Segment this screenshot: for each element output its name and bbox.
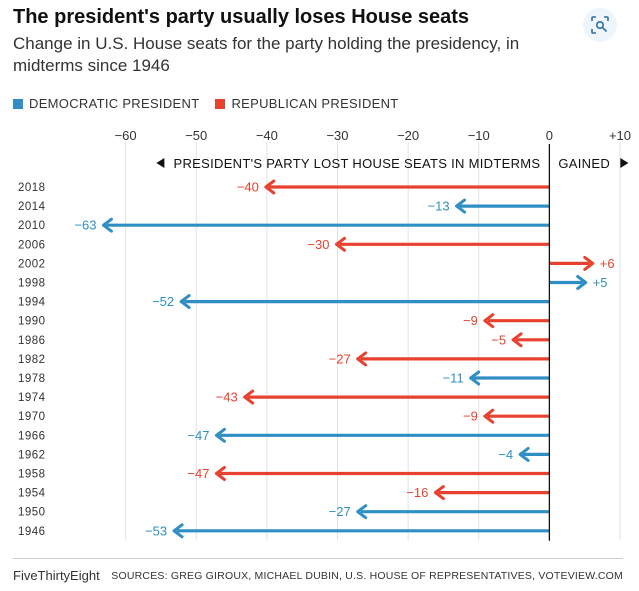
legend: DEMOCRATIC PRESIDENT REPUBLICAN PRESIDEN… bbox=[13, 96, 399, 111]
year-label: 2014 bbox=[18, 201, 46, 213]
year-label: 1958 bbox=[18, 469, 46, 481]
arrow-head bbox=[335, 236, 346, 252]
value-label: −47 bbox=[187, 466, 209, 481]
year-label: 1990 bbox=[18, 316, 46, 328]
year-label: 1974 bbox=[18, 392, 46, 404]
legend-swatch-democratic bbox=[13, 98, 23, 109]
value-label: +6 bbox=[600, 256, 615, 271]
arrow-head bbox=[172, 523, 184, 539]
value-label: −5 bbox=[491, 332, 506, 347]
x-tick-label: −10 bbox=[468, 128, 490, 143]
gained-direction-label: GAINED bbox=[558, 156, 610, 171]
value-label: −16 bbox=[406, 485, 428, 500]
year-label: 1970 bbox=[18, 411, 46, 423]
footer-divider bbox=[13, 558, 623, 559]
arrow-head bbox=[518, 446, 530, 462]
year-label: 2010 bbox=[18, 220, 46, 232]
x-tick-label: +10 bbox=[609, 128, 631, 143]
year-label: 1946 bbox=[18, 526, 46, 538]
value-label: −27 bbox=[329, 504, 351, 519]
year-label: 1954 bbox=[18, 488, 46, 500]
value-label: −9 bbox=[463, 409, 478, 424]
value-label: −40 bbox=[237, 180, 259, 195]
value-label: −43 bbox=[216, 390, 238, 405]
year-label: 1982 bbox=[18, 354, 46, 366]
value-label: −53 bbox=[145, 523, 167, 538]
chart-title: The president's party usually loses Hous… bbox=[13, 6, 470, 28]
x-tick-label: −50 bbox=[185, 128, 207, 143]
x-tick-label: 0 bbox=[546, 128, 553, 143]
arrow-head bbox=[483, 408, 495, 424]
value-label: −52 bbox=[152, 294, 174, 309]
arrow-head bbox=[455, 198, 467, 214]
arrow-head bbox=[264, 179, 276, 195]
year-label: 1962 bbox=[18, 449, 46, 461]
lens-search-button[interactable] bbox=[583, 8, 617, 42]
x-tick-label: −30 bbox=[326, 128, 348, 143]
year-label: 1998 bbox=[18, 278, 46, 290]
arrow-head bbox=[469, 370, 481, 386]
value-label: −9 bbox=[463, 313, 478, 328]
value-label: −63 bbox=[74, 218, 96, 233]
legend-item-republican: REPUBLICAN PRESIDENT bbox=[215, 96, 398, 111]
arrow-head bbox=[214, 427, 226, 443]
value-label: +5 bbox=[593, 275, 608, 290]
lost-direction-label: PRESIDENT'S PARTY LOST HOUSE SEATS IN MI… bbox=[174, 156, 541, 171]
year-label: 1994 bbox=[18, 297, 46, 309]
arrow-head bbox=[356, 504, 368, 520]
left-arrow-icon bbox=[156, 158, 165, 168]
year-label: 1966 bbox=[18, 430, 46, 442]
year-label: 2006 bbox=[18, 239, 46, 251]
legend-label-republican: REPUBLICAN PRESIDENT bbox=[231, 96, 399, 111]
arrow-head bbox=[243, 389, 255, 405]
value-label: −30 bbox=[307, 237, 329, 252]
x-tick-label: −40 bbox=[256, 128, 278, 143]
legend-label-democratic: DEMOCRATIC PRESIDENT bbox=[29, 96, 200, 111]
value-label: −13 bbox=[428, 199, 450, 214]
arrow-head bbox=[101, 217, 113, 233]
bar-chart: −60 −50 −40 −30 −20 −10 0 +10 PRESIDENT'S PARTY … bbox=[18, 128, 631, 541]
year-label: 1986 bbox=[18, 335, 46, 347]
arrow-head bbox=[179, 294, 191, 310]
legend-item-democratic: DEMOCRATIC PRESIDENT bbox=[13, 96, 199, 111]
value-label: −47 bbox=[187, 428, 209, 443]
value-label: −4 bbox=[498, 447, 513, 462]
arrow-head bbox=[583, 255, 595, 271]
year-label: 2002 bbox=[18, 258, 46, 270]
sources-note: SOURCES: GREG GIROUX, MICHAEL DUBIN, U.S… bbox=[111, 570, 623, 582]
right-arrow-icon bbox=[620, 158, 629, 168]
lens-search-icon bbox=[591, 16, 609, 34]
value-label: −11 bbox=[443, 371, 464, 386]
year-label: 2018 bbox=[18, 182, 46, 194]
arrow-head bbox=[483, 313, 495, 329]
arrow-head bbox=[433, 485, 445, 501]
year-label: 1978 bbox=[18, 373, 46, 385]
arrow-head bbox=[356, 351, 368, 367]
arrow-head bbox=[511, 332, 523, 348]
value-label: −27 bbox=[329, 351, 351, 366]
x-tick-label: −20 bbox=[397, 128, 419, 143]
arrow-head bbox=[214, 466, 226, 481]
year-label: 1950 bbox=[18, 507, 46, 519]
brand-name: FiveThirtyEight bbox=[13, 568, 100, 583]
legend-swatch-republican bbox=[215, 98, 226, 109]
chart-subtitle: Change in U.S. House seats for the party… bbox=[13, 34, 520, 75]
x-tick-label: −60 bbox=[115, 128, 137, 143]
arrow-head bbox=[576, 275, 588, 290]
